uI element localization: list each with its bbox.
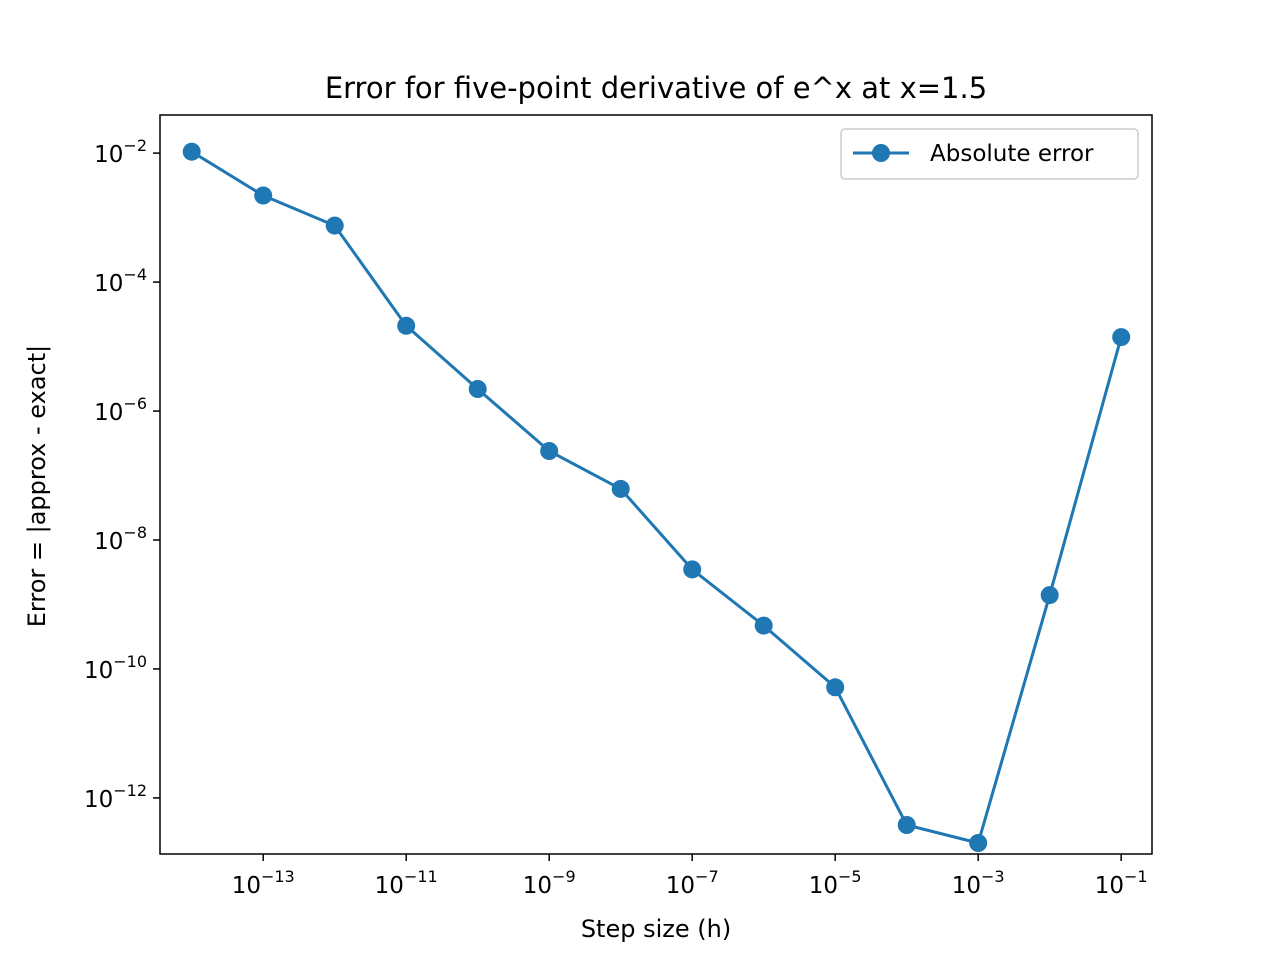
x-tick-label: 10−7: [666, 867, 719, 899]
legend-marker-swatch: [872, 144, 890, 162]
data-point: [683, 560, 702, 579]
data-point: [1112, 328, 1131, 347]
data-point: [325, 216, 344, 235]
x-tick-label: 10−11: [375, 867, 438, 899]
y-tick-label: 10−10: [84, 652, 147, 684]
plot-frame: [159, 114, 1153, 855]
series-line: [190, 150, 1123, 845]
data-point: [969, 834, 988, 852]
chart-title: Error for five-point derivative of e^x a…: [325, 71, 987, 105]
data-point: [468, 380, 487, 398]
legend: Absolute error: [840, 128, 1139, 180]
y-axis-label: Error = |approx - exact|: [23, 345, 51, 627]
x-tick-label: 10−1: [1095, 867, 1148, 899]
x-tick-label: 10−3: [952, 867, 1005, 899]
series-layer: [182, 142, 1131, 852]
data-point: [611, 479, 630, 498]
x-tick-label: 10−5: [809, 867, 862, 899]
data-point: [826, 678, 845, 697]
data-point: [754, 616, 773, 635]
data-point: [897, 816, 916, 834]
legend-label: Absolute error: [930, 141, 1094, 167]
data-point: [397, 316, 416, 335]
data-point: [182, 142, 201, 161]
y-tick-label: 10−4: [94, 265, 147, 297]
x-axis-ticks: 10−13 10−11 10−9 10−7 10−5 10−3 10−1: [232, 854, 1148, 899]
x-tick-label: 10−9: [523, 867, 576, 899]
y-tick-label: 10−12: [84, 781, 147, 813]
y-axis-ticks: 10−2 10−4 10−6 10−8 10−10 10−12: [84, 136, 160, 813]
x-tick-label: 10−13: [232, 867, 295, 899]
y-tick-label: 10−2: [94, 136, 147, 168]
legend-box: [840, 128, 1139, 180]
y-tick-label: 10−6: [94, 394, 147, 426]
x-axis-label: Step size (h): [581, 915, 731, 943]
data-point: [1040, 586, 1059, 605]
data-point: [540, 442, 559, 460]
data-point: [254, 186, 273, 205]
y-tick-label: 10−8: [94, 523, 147, 555]
